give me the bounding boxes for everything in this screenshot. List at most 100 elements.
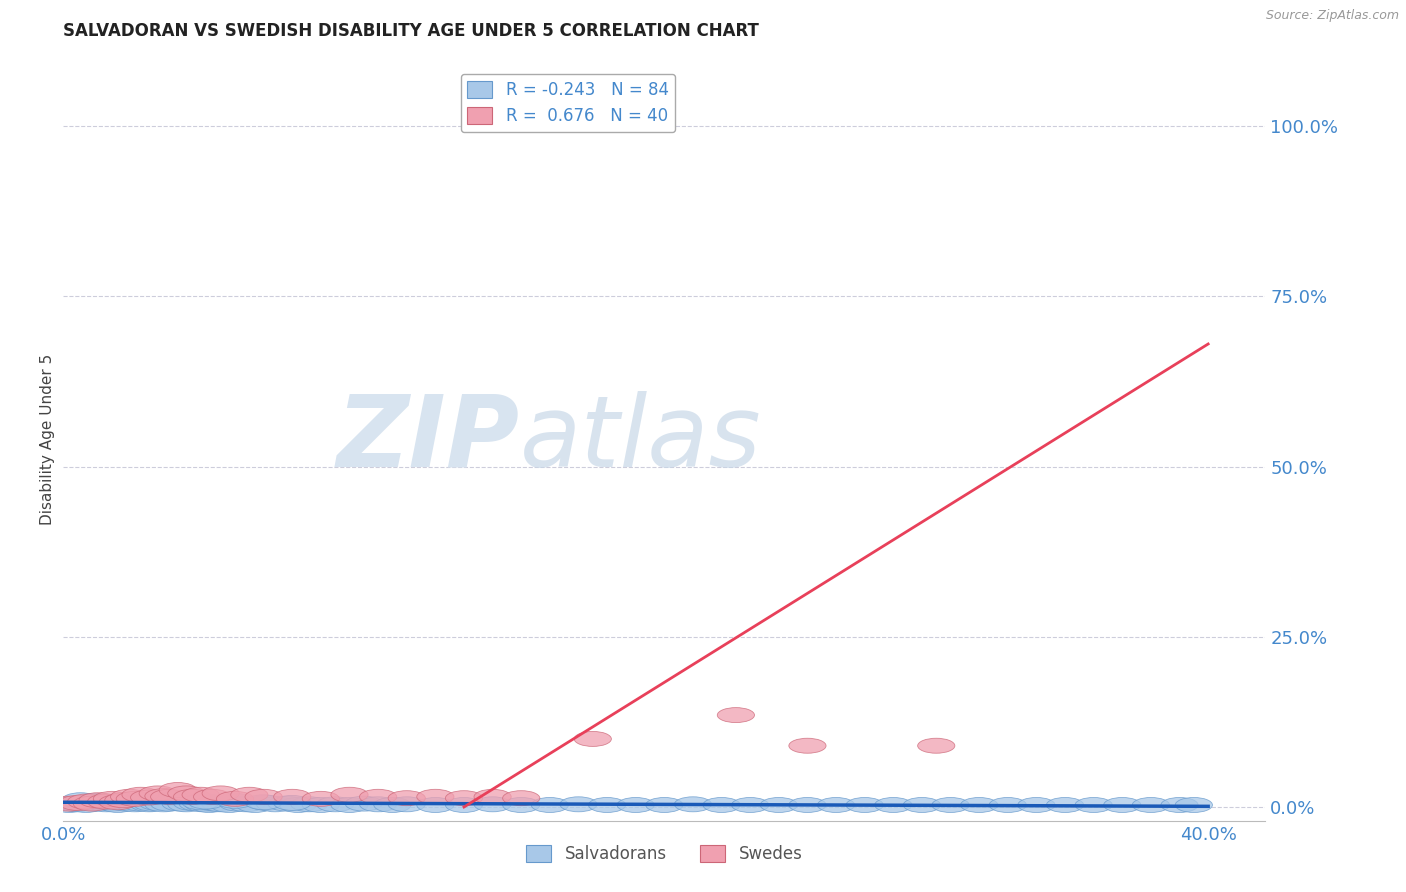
- Ellipse shape: [346, 797, 382, 811]
- Ellipse shape: [62, 793, 98, 807]
- Ellipse shape: [531, 797, 568, 813]
- Text: atlas: atlas: [520, 391, 762, 488]
- Ellipse shape: [1361, 119, 1399, 134]
- Ellipse shape: [76, 793, 114, 808]
- Text: SALVADORAN VS SWEDISH DISABILITY AGE UNDER 5 CORRELATION CHART: SALVADORAN VS SWEDISH DISABILITY AGE UND…: [63, 22, 759, 40]
- Ellipse shape: [990, 797, 1026, 813]
- Ellipse shape: [231, 788, 269, 802]
- Ellipse shape: [59, 796, 96, 811]
- Ellipse shape: [51, 797, 87, 813]
- Ellipse shape: [96, 797, 134, 811]
- Ellipse shape: [134, 797, 170, 811]
- Y-axis label: Disability Age Under 5: Disability Age Under 5: [39, 354, 55, 524]
- Ellipse shape: [703, 797, 740, 813]
- Ellipse shape: [167, 786, 205, 801]
- Ellipse shape: [316, 797, 354, 812]
- Ellipse shape: [416, 797, 454, 813]
- Ellipse shape: [1161, 797, 1198, 813]
- Ellipse shape: [960, 797, 998, 813]
- Ellipse shape: [217, 793, 253, 808]
- Ellipse shape: [150, 789, 188, 805]
- Ellipse shape: [589, 797, 626, 813]
- Ellipse shape: [247, 796, 285, 811]
- Ellipse shape: [197, 797, 233, 811]
- Ellipse shape: [717, 707, 755, 723]
- Ellipse shape: [675, 797, 711, 812]
- Ellipse shape: [388, 797, 426, 812]
- Ellipse shape: [330, 788, 368, 802]
- Ellipse shape: [105, 793, 142, 807]
- Ellipse shape: [302, 791, 339, 806]
- Ellipse shape: [1104, 797, 1140, 813]
- Ellipse shape: [446, 790, 482, 805]
- Ellipse shape: [1132, 797, 1170, 813]
- Ellipse shape: [256, 797, 294, 812]
- Ellipse shape: [162, 797, 200, 811]
- Ellipse shape: [789, 739, 827, 753]
- Ellipse shape: [846, 797, 883, 813]
- Ellipse shape: [59, 797, 96, 812]
- Ellipse shape: [330, 797, 368, 813]
- Ellipse shape: [181, 795, 219, 810]
- Ellipse shape: [125, 794, 162, 809]
- Ellipse shape: [191, 797, 228, 813]
- Ellipse shape: [84, 794, 122, 809]
- Ellipse shape: [167, 797, 205, 812]
- Ellipse shape: [181, 788, 219, 802]
- Ellipse shape: [79, 797, 117, 811]
- Ellipse shape: [51, 797, 87, 811]
- Ellipse shape: [108, 797, 145, 811]
- Ellipse shape: [173, 796, 211, 811]
- Ellipse shape: [194, 789, 231, 805]
- Ellipse shape: [73, 795, 111, 810]
- Ellipse shape: [98, 795, 136, 810]
- Ellipse shape: [202, 797, 239, 812]
- Ellipse shape: [1046, 797, 1084, 813]
- Ellipse shape: [98, 797, 136, 813]
- Ellipse shape: [875, 797, 912, 813]
- Ellipse shape: [374, 797, 411, 813]
- Ellipse shape: [236, 797, 274, 813]
- Ellipse shape: [474, 797, 512, 812]
- Ellipse shape: [122, 788, 159, 802]
- Ellipse shape: [274, 789, 311, 805]
- Ellipse shape: [302, 797, 339, 813]
- Ellipse shape: [117, 791, 153, 806]
- Ellipse shape: [280, 797, 316, 813]
- Ellipse shape: [645, 797, 683, 813]
- Ellipse shape: [114, 796, 150, 811]
- Ellipse shape: [918, 739, 955, 753]
- Ellipse shape: [817, 797, 855, 813]
- Ellipse shape: [789, 797, 827, 813]
- Ellipse shape: [245, 795, 283, 810]
- Ellipse shape: [474, 789, 512, 805]
- Ellipse shape: [360, 797, 396, 812]
- Ellipse shape: [173, 789, 211, 805]
- Ellipse shape: [90, 796, 128, 811]
- Ellipse shape: [245, 789, 283, 805]
- Ellipse shape: [145, 789, 181, 804]
- Ellipse shape: [502, 797, 540, 813]
- Ellipse shape: [145, 797, 181, 812]
- Ellipse shape: [574, 731, 612, 747]
- Ellipse shape: [274, 796, 311, 811]
- Ellipse shape: [269, 797, 305, 811]
- Ellipse shape: [159, 782, 197, 797]
- Ellipse shape: [360, 789, 396, 805]
- Ellipse shape: [111, 789, 148, 805]
- Ellipse shape: [228, 797, 266, 812]
- Ellipse shape: [211, 797, 247, 813]
- Ellipse shape: [131, 790, 167, 805]
- Ellipse shape: [219, 797, 256, 811]
- Ellipse shape: [122, 797, 159, 811]
- Ellipse shape: [87, 797, 125, 812]
- Ellipse shape: [903, 797, 941, 813]
- Ellipse shape: [82, 794, 120, 809]
- Ellipse shape: [150, 797, 188, 811]
- Ellipse shape: [186, 797, 222, 812]
- Ellipse shape: [502, 790, 540, 805]
- Text: Source: ZipAtlas.com: Source: ZipAtlas.com: [1265, 9, 1399, 22]
- Ellipse shape: [156, 790, 194, 805]
- Ellipse shape: [139, 796, 176, 811]
- Ellipse shape: [117, 797, 153, 812]
